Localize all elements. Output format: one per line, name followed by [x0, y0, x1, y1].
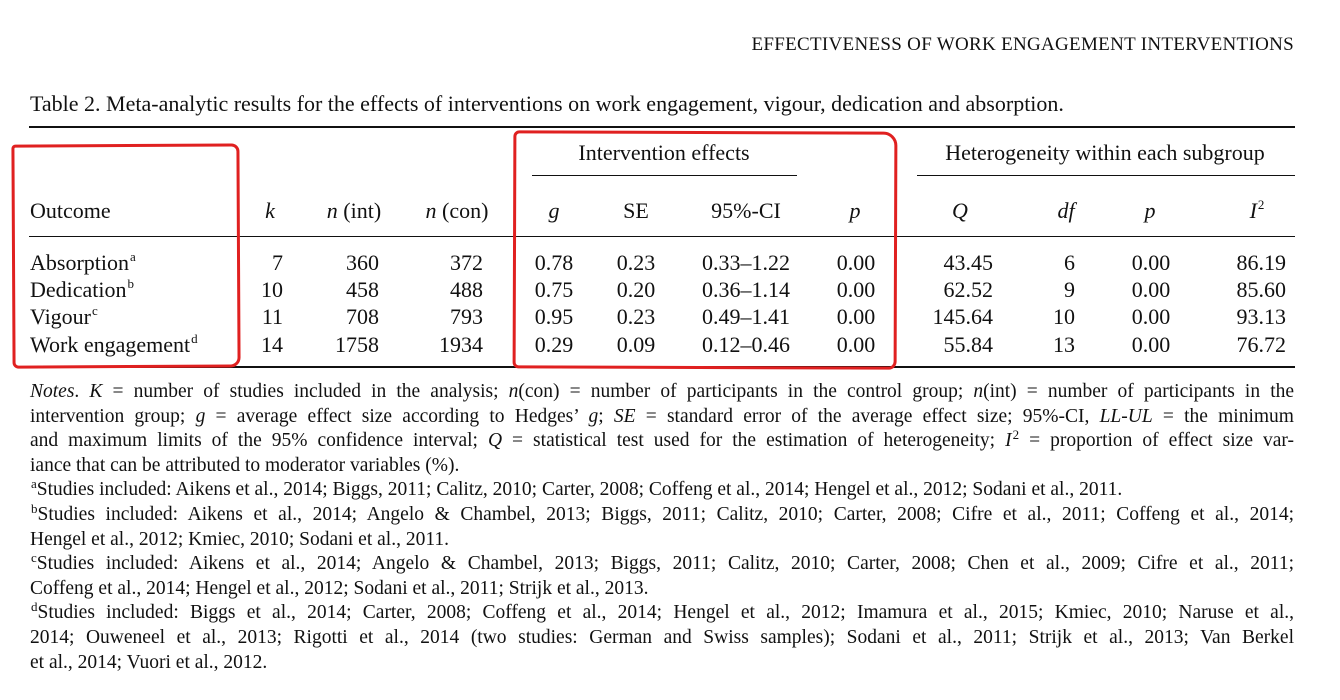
footnote-c-line-2: Coffeng et al., 2014; Hengel et al., 201… [30, 577, 649, 599]
group-header-intervention: Intervention effects [578, 140, 750, 165]
footnote-c-line-1: cStudies included: Aikens et al., 2014; … [31, 550, 1294, 575]
col-header-i2: I2 [1249, 197, 1265, 223]
footnote-d-line-3: et al., 2014; Vuori et al., 2012. [30, 651, 268, 673]
row-q: 43.45 [943, 250, 994, 275]
row-n-int: 1758 [335, 332, 379, 357]
row-df: 6 [1064, 250, 1075, 275]
row-df: 10 [1053, 304, 1075, 329]
footnote-d-line-2: 2014; Ouweneel et al., 2013; Rigotti et … [30, 626, 1294, 648]
col-header-g: g [548, 198, 560, 223]
row-outcome: Work engagementd [30, 331, 198, 357]
row-p-effects: 0.00 [836, 277, 876, 302]
col-header-outcome: Outcome [30, 198, 111, 223]
row-n-con: 488 [450, 277, 483, 302]
col-header-k: k [265, 198, 275, 223]
col-header-n-int: n (int) [326, 198, 382, 223]
row-q: 145.64 [932, 304, 994, 329]
row-g: 0.75 [534, 277, 574, 302]
col-header-p-effects: p [849, 198, 861, 223]
row-i2: 85.60 [1236, 277, 1287, 302]
row-g: 0.78 [534, 250, 574, 275]
row-p-heterogeneity: 0.00 [1131, 250, 1171, 275]
row-se: 0.09 [616, 332, 656, 357]
table-top-rule [29, 126, 1295, 128]
row-p-effects: 0.00 [836, 304, 876, 329]
row-i2: 86.19 [1236, 250, 1287, 275]
footnote-a: aStudies included: Aikens et al., 2014; … [31, 476, 1123, 501]
row-k: 7 [272, 250, 283, 275]
row-p-effects: 0.00 [836, 250, 876, 275]
notes-line-3: and maximum limits of the 95% confidence… [30, 427, 1295, 452]
intervention-group-rule [532, 175, 797, 176]
footnote-b-line-2: Hengel et al., 2012; Kmiec, 2010; Sodani… [30, 528, 449, 550]
row-n-con: 793 [450, 304, 483, 329]
row-i2: 93.13 [1236, 304, 1287, 329]
col-header-se: SE [623, 198, 649, 223]
heterogeneity-group-rule [917, 175, 1295, 176]
col-header-n-con: n (con) [425, 198, 489, 223]
row-n-con: 1934 [439, 332, 483, 357]
table-bottom-rule [29, 366, 1295, 368]
row-se: 0.20 [616, 277, 656, 302]
row-q: 62.52 [943, 277, 994, 302]
row-p-heterogeneity: 0.00 [1131, 304, 1171, 329]
row-n-int: 458 [346, 277, 379, 302]
row-q: 55.84 [943, 332, 994, 357]
row-n-int: 708 [346, 304, 379, 329]
row-se: 0.23 [616, 304, 656, 329]
header-bottom-rule [29, 236, 1295, 237]
notes-line-2: intervention group; g = average effect s… [30, 405, 1294, 427]
footnote-d-line-1: dStudies included: Biggs et al., 2014; C… [31, 599, 1294, 624]
row-ci: 0.33–1.22 [702, 250, 790, 275]
row-g: 0.95 [534, 304, 574, 329]
row-n-int: 360 [346, 250, 379, 275]
row-se: 0.23 [616, 250, 656, 275]
group-header-heterogeneity: Heterogeneity within each subgroup [945, 140, 1265, 165]
row-k: 10 [261, 277, 283, 302]
row-df: 9 [1064, 277, 1075, 302]
row-g: 0.29 [534, 332, 574, 357]
row-n-con: 372 [450, 250, 483, 275]
annotation-box-outcome [11, 143, 241, 369]
row-k: 11 [261, 304, 283, 329]
col-header-ci: 95%-CI [711, 198, 781, 223]
row-df: 13 [1053, 332, 1075, 357]
footnote-b-line-1: bStudies included: Aikens et al., 2014; … [31, 500, 1294, 525]
row-ci: 0.36–1.14 [702, 277, 790, 302]
notes-line-4: iance that can be attributed to moderato… [30, 454, 460, 476]
row-ci: 0.12–0.46 [702, 332, 790, 357]
col-header-p-heterogeneity: p [1144, 198, 1156, 223]
row-outcome: Absorptiona [30, 249, 136, 275]
row-outcome: Vigourc [30, 303, 98, 329]
row-ci: 0.49–1.41 [702, 304, 790, 329]
col-header-df: df [1057, 198, 1075, 223]
row-p-heterogeneity: 0.00 [1131, 332, 1171, 357]
annotation-box-intervention-effects [512, 130, 898, 370]
running-head: EFFECTIVENESS OF WORK ENGAGEMENT INTERVE… [751, 34, 1294, 55]
row-p-effects: 0.00 [836, 332, 876, 357]
row-outcome: Dedicationb [30, 276, 135, 302]
row-i2: 76.72 [1236, 332, 1287, 357]
table-caption: Table 2. Meta-analytic results for the e… [30, 91, 1064, 116]
col-header-q: Q [952, 198, 968, 223]
row-p-heterogeneity: 0.00 [1131, 277, 1171, 302]
notes-line-1: Notes. K = number of studies included in… [30, 381, 1295, 402]
table-notes: Notes. K = number of studies included in… [30, 380, 1294, 675]
row-k: 14 [261, 332, 283, 357]
